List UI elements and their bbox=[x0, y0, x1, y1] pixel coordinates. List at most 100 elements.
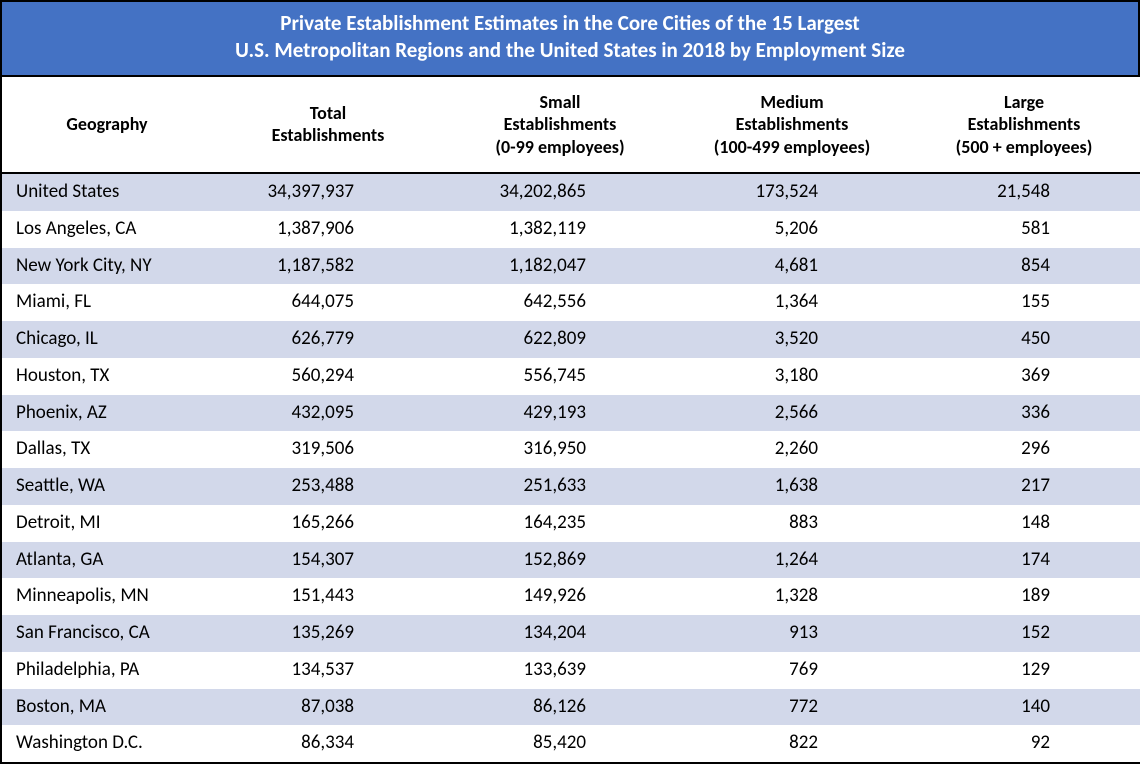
cell-geo: Seattle, WA bbox=[2, 468, 212, 505]
cell-medium: 2,566 bbox=[676, 395, 908, 432]
cell-total: 34,397,937 bbox=[212, 173, 444, 211]
cell-geo: San Francisco, CA bbox=[2, 615, 212, 652]
cell-medium: 913 bbox=[676, 615, 908, 652]
cell-total: 151,443 bbox=[212, 578, 444, 615]
cell-medium: 822 bbox=[676, 725, 908, 762]
cell-small: 85,420 bbox=[444, 725, 676, 762]
establishment-table: Private Establishment Estimates in the C… bbox=[0, 0, 1140, 764]
cell-geo: Detroit, MI bbox=[2, 505, 212, 542]
cell-small: 1,382,119 bbox=[444, 211, 676, 248]
cell-small: 316,950 bbox=[444, 431, 676, 468]
cell-geo: Los Angeles, CA bbox=[2, 211, 212, 248]
col-header-medium: MediumEstablishments(100-499 employees) bbox=[676, 77, 908, 174]
cell-large: 140 bbox=[908, 689, 1140, 726]
cell-medium: 3,520 bbox=[676, 321, 908, 358]
cell-medium: 769 bbox=[676, 652, 908, 689]
table-row: New York City, NY1,187,5821,182,0474,681… bbox=[2, 248, 1140, 285]
cell-geo: Houston, TX bbox=[2, 358, 212, 395]
cell-medium: 2,260 bbox=[676, 431, 908, 468]
cell-small: 133,639 bbox=[444, 652, 676, 689]
cell-small: 86,126 bbox=[444, 689, 676, 726]
cell-large: 155 bbox=[908, 284, 1140, 321]
cell-total: 86,334 bbox=[212, 725, 444, 762]
table-row: Detroit, MI165,266164,235883148 bbox=[2, 505, 1140, 542]
cell-large: 336 bbox=[908, 395, 1140, 432]
table-row: Washington D.C.86,33485,42082292 bbox=[2, 725, 1140, 762]
table-row: Phoenix, AZ432,095429,1932,566336 bbox=[2, 395, 1140, 432]
cell-total: 560,294 bbox=[212, 358, 444, 395]
table-title: Private Establishment Estimates in the C… bbox=[2, 2, 1138, 77]
cell-medium: 883 bbox=[676, 505, 908, 542]
cell-small: 251,633 bbox=[444, 468, 676, 505]
table-header: GeographyTotalEstablishmentsSmallEstabli… bbox=[2, 77, 1140, 174]
cell-total: 165,266 bbox=[212, 505, 444, 542]
col-header-small: SmallEstablishments(0-99 employees) bbox=[444, 77, 676, 174]
table-row: Miami, FL644,075642,5561,364155 bbox=[2, 284, 1140, 321]
cell-geo: United States bbox=[2, 173, 212, 211]
cell-small: 149,926 bbox=[444, 578, 676, 615]
cell-large: 217 bbox=[908, 468, 1140, 505]
table-row: Boston, MA87,03886,126772140 bbox=[2, 689, 1140, 726]
cell-large: 174 bbox=[908, 542, 1140, 579]
col-header-geo: Geography bbox=[2, 77, 212, 174]
table-row: Atlanta, GA154,307152,8691,264174 bbox=[2, 542, 1140, 579]
cell-geo: Dallas, TX bbox=[2, 431, 212, 468]
table-row: Seattle, WA253,488251,6331,638217 bbox=[2, 468, 1140, 505]
cell-large: 369 bbox=[908, 358, 1140, 395]
cell-geo: Phoenix, AZ bbox=[2, 395, 212, 432]
cell-geo: Boston, MA bbox=[2, 689, 212, 726]
table-body: United States34,397,93734,202,865173,524… bbox=[2, 173, 1140, 762]
cell-small: 134,204 bbox=[444, 615, 676, 652]
cell-medium: 173,524 bbox=[676, 173, 908, 211]
cell-total: 135,269 bbox=[212, 615, 444, 652]
cell-medium: 1,364 bbox=[676, 284, 908, 321]
cell-total: 626,779 bbox=[212, 321, 444, 358]
cell-large: 129 bbox=[908, 652, 1140, 689]
table-row: Philadelphia, PA134,537133,639769129 bbox=[2, 652, 1140, 689]
cell-medium: 1,638 bbox=[676, 468, 908, 505]
cell-small: 1,182,047 bbox=[444, 248, 676, 285]
cell-geo: Minneapolis, MN bbox=[2, 578, 212, 615]
table-row: United States34,397,93734,202,865173,524… bbox=[2, 173, 1140, 211]
cell-small: 34,202,865 bbox=[444, 173, 676, 211]
cell-large: 296 bbox=[908, 431, 1140, 468]
cell-small: 642,556 bbox=[444, 284, 676, 321]
cell-large: 92 bbox=[908, 725, 1140, 762]
cell-geo: New York City, NY bbox=[2, 248, 212, 285]
table-row: Dallas, TX319,506316,9502,260296 bbox=[2, 431, 1140, 468]
cell-medium: 3,180 bbox=[676, 358, 908, 395]
cell-total: 1,187,582 bbox=[212, 248, 444, 285]
cell-geo: Chicago, IL bbox=[2, 321, 212, 358]
cell-medium: 5,206 bbox=[676, 211, 908, 248]
cell-small: 429,193 bbox=[444, 395, 676, 432]
cell-small: 556,745 bbox=[444, 358, 676, 395]
cell-small: 164,235 bbox=[444, 505, 676, 542]
cell-total: 134,537 bbox=[212, 652, 444, 689]
cell-total: 319,506 bbox=[212, 431, 444, 468]
cell-medium: 4,681 bbox=[676, 248, 908, 285]
cell-total: 644,075 bbox=[212, 284, 444, 321]
cell-total: 87,038 bbox=[212, 689, 444, 726]
cell-geo: Miami, FL bbox=[2, 284, 212, 321]
col-header-large: LargeEstablishments(500 + employees) bbox=[908, 77, 1140, 174]
cell-total: 154,307 bbox=[212, 542, 444, 579]
cell-total: 253,488 bbox=[212, 468, 444, 505]
cell-large: 581 bbox=[908, 211, 1140, 248]
cell-geo: Atlanta, GA bbox=[2, 542, 212, 579]
table-row: Minneapolis, MN151,443149,9261,328189 bbox=[2, 578, 1140, 615]
cell-large: 450 bbox=[908, 321, 1140, 358]
table-row: Houston, TX560,294556,7453,180369 bbox=[2, 358, 1140, 395]
cell-large: 148 bbox=[908, 505, 1140, 542]
data-table: GeographyTotalEstablishmentsSmallEstabli… bbox=[2, 77, 1140, 763]
table-title-line2: U.S. Metropolitan Regions and the United… bbox=[235, 37, 905, 63]
table-row: San Francisco, CA135,269134,204913152 bbox=[2, 615, 1140, 652]
cell-medium: 1,328 bbox=[676, 578, 908, 615]
cell-medium: 772 bbox=[676, 689, 908, 726]
cell-large: 21,548 bbox=[908, 173, 1140, 211]
cell-large: 854 bbox=[908, 248, 1140, 285]
table-row: Los Angeles, CA1,387,9061,382,1195,20658… bbox=[2, 211, 1140, 248]
col-header-total: TotalEstablishments bbox=[212, 77, 444, 174]
cell-total: 432,095 bbox=[212, 395, 444, 432]
cell-geo: Philadelphia, PA bbox=[2, 652, 212, 689]
cell-small: 622,809 bbox=[444, 321, 676, 358]
